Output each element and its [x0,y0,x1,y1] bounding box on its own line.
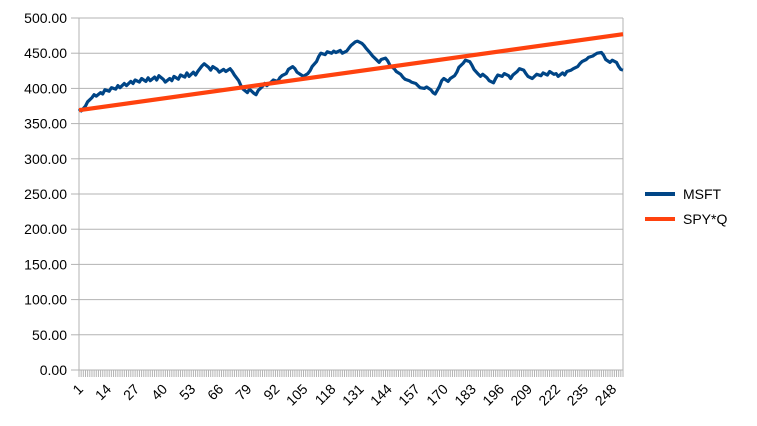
y-tick-label: 350.00 [24,116,67,132]
x-tick-label: 222 [535,381,563,409]
x-tick-label: 40 [148,381,170,403]
x-tick-label: 66 [204,381,226,403]
msft-line-swatch-icon [645,192,675,196]
legend-item-spyq[interactable]: SPY*Q [645,211,727,227]
y-tick-label: 100.00 [24,292,67,308]
y-tick-label: 500.00 [24,10,67,26]
x-tick-label: 144 [367,381,395,409]
x-tick-label: 183 [451,381,479,409]
x-axis-labels: 1 14 27 40 53 66 79 92 105 118 131 144 157 170 183 196 2… [69,381,619,409]
x-tick-label: 235 [563,381,591,409]
x-tick-label: 79 [232,381,254,403]
legend-label-msft: MSFT [683,186,722,202]
x-tick-label: 1 [69,381,86,398]
legend: MSFT SPY*Q [645,186,727,227]
legend-label-spyq: SPY*Q [683,211,728,227]
legend-item-msft[interactable]: MSFT [645,186,727,202]
x-tick-label: 53 [176,381,198,403]
x-tick-label: 92 [260,381,282,403]
x-tick-label: 131 [339,381,367,409]
x-axis-minor-ticks [78,370,624,377]
x-tick-label: 105 [283,381,311,409]
spyq-line-swatch-icon [645,217,675,221]
y-tick-label: 200.00 [24,221,67,237]
y-tick-label: 450.00 [24,45,67,61]
y-tick-label: 400.00 [24,80,67,96]
series-line-spyq[interactable] [78,32,624,113]
x-tick-label: 196 [479,381,507,409]
y-tick-label: 0.00 [40,362,67,378]
x-tick-label: 209 [507,381,535,409]
y-tick-label: 50.00 [32,327,67,343]
y-tick-label: 250.00 [24,186,67,202]
x-tick-label: 27 [120,381,142,403]
x-tick-label: 157 [395,381,423,409]
x-tick-label: 118 [312,381,339,408]
series-line-msft[interactable] [77,39,624,113]
y-axis-labels: 0.00 50.00 100.00 150.00 200.00 250.00 300.00 3… [24,10,67,378]
y-tick-label: 300.00 [24,151,67,167]
x-tick-label: 14 [92,381,114,403]
x-tick-label: 170 [423,381,451,409]
x-tick-label: 248 [591,381,619,409]
y-tick-label: 150.00 [24,256,67,272]
gridlines [71,17,623,371]
